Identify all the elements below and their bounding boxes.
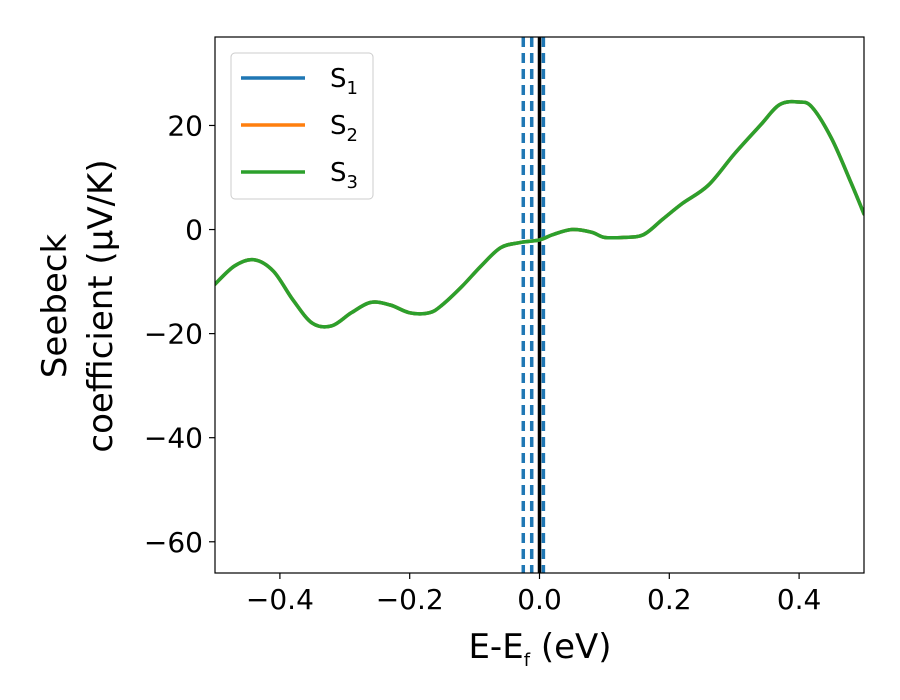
x-tick-label: 0.0 bbox=[517, 583, 562, 616]
y-tick-label: −40 bbox=[144, 422, 203, 455]
x-tick-label: −0.4 bbox=[246, 583, 314, 616]
y-axis-label: Seebeck coefficient (μV/K) bbox=[35, 159, 121, 452]
y-axis-ticks: 20 0 −20 −40 −60 bbox=[144, 109, 215, 559]
legend: S1 S2 S3 bbox=[230, 52, 374, 200]
x-tick-label: 0.2 bbox=[647, 583, 692, 616]
y-tick-label: −20 bbox=[144, 318, 203, 351]
legend-label-s1: S1 bbox=[330, 64, 358, 99]
y-tick-label: 20 bbox=[167, 109, 203, 142]
legend-label-s2: S2 bbox=[330, 111, 358, 146]
series-lines bbox=[215, 99, 864, 329]
y-axis-label-line2: coefficient (μV/K) bbox=[81, 159, 121, 452]
x-tick-label: −0.2 bbox=[376, 583, 444, 616]
y-tick-label: −60 bbox=[144, 526, 203, 559]
x-axis-label: E-Ef (eV) bbox=[468, 627, 611, 671]
vertical-lines bbox=[521, 37, 546, 573]
x-tick-label: 0.4 bbox=[777, 583, 822, 616]
series-line-s3 bbox=[215, 99, 864, 329]
x-axis-ticks: −0.4 −0.2 0.0 0.2 0.4 bbox=[246, 573, 821, 616]
y-tick-label: 0 bbox=[185, 214, 203, 247]
legend-label-s3: S3 bbox=[330, 158, 358, 193]
y-axis-label-line1: Seebeck bbox=[35, 234, 75, 379]
